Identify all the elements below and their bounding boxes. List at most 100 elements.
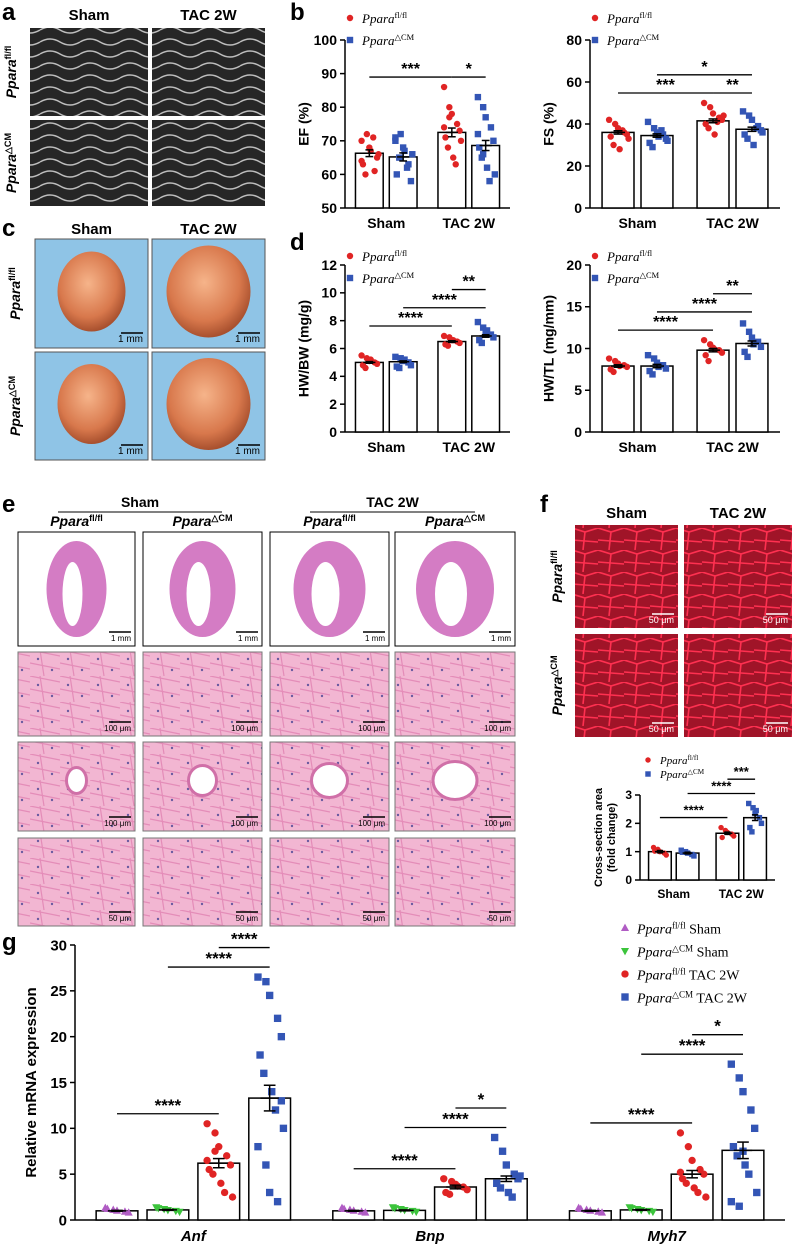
x-tick-label: Anf <box>180 1228 208 1245</box>
scale-label: 50 μm <box>236 914 259 923</box>
row-label: Ppara△CM <box>3 133 19 193</box>
data-point <box>591 14 599 22</box>
data-point <box>203 1156 211 1165</box>
text-part: Ppara <box>606 271 640 286</box>
scale-label: 1 mm <box>365 634 385 643</box>
heart <box>57 251 126 332</box>
x-tick-label: TAC 2W <box>442 215 495 231</box>
significance-label: * <box>478 1090 485 1109</box>
scale-label: 1 mm <box>118 446 143 457</box>
y-tick-label: 8 <box>329 313 337 329</box>
data-point <box>175 1208 184 1217</box>
text-part: Ppara <box>3 59 19 98</box>
data-point <box>753 1188 761 1197</box>
data-point <box>591 274 599 282</box>
data-point <box>752 810 758 817</box>
y-tick-label: 10 <box>321 285 337 301</box>
text-part: Ppara <box>636 945 672 960</box>
histology-image <box>17 837 136 927</box>
column-label: TAC 2W <box>710 505 767 522</box>
significance-label: **** <box>653 314 679 331</box>
data-point <box>510 1170 518 1178</box>
data-point <box>694 1188 702 1197</box>
scale-label: 50 μm <box>489 914 512 923</box>
scale-label: 50 μm <box>763 724 788 734</box>
y-tick-label: 20 <box>566 257 582 273</box>
text-part: △CM <box>640 270 660 280</box>
data-point <box>453 120 461 128</box>
text-part: Ppara <box>361 271 395 286</box>
text-part: Ppara <box>606 33 640 48</box>
text-part: fl/fl <box>3 46 13 60</box>
data-point <box>476 144 483 151</box>
histology-image <box>394 837 516 927</box>
data-point <box>750 1124 759 1133</box>
scale-label: 100 μm <box>484 724 511 733</box>
data-point <box>479 324 487 331</box>
significance-label: **** <box>398 310 424 327</box>
y-tick-label: 12 <box>321 257 337 273</box>
x-tick-label: TAC 2W <box>442 439 495 455</box>
significance-label: **** <box>231 930 258 949</box>
data-point <box>646 367 653 375</box>
bar <box>248 1097 292 1221</box>
row-label: Pparafl/fl <box>3 46 19 99</box>
data-point <box>223 1152 231 1160</box>
data-point <box>659 362 667 369</box>
significance-label: ** <box>726 278 739 295</box>
data-point <box>256 1051 264 1059</box>
x-tick-label: Myh7 <box>647 1228 686 1245</box>
text-part: Ppara <box>425 513 464 529</box>
text-part: Ppara <box>172 513 211 529</box>
data-point <box>653 359 661 366</box>
scale-label: 100 μm <box>358 819 385 828</box>
y-axis-label: (fold change) <box>606 803 618 872</box>
text-part: fl/fl <box>395 248 408 258</box>
data-point <box>750 341 757 348</box>
panel-label: d <box>290 229 305 256</box>
panel-label: b <box>290 0 305 26</box>
legend-label: Pparafl/fl Sham <box>636 920 721 937</box>
legend-label: Ppara△CM <box>606 270 660 286</box>
data-point <box>719 834 725 841</box>
data-point <box>744 353 751 361</box>
data-point <box>748 334 756 341</box>
row-label: Pparafl/fl <box>7 267 23 320</box>
data-point <box>735 1074 743 1082</box>
text-part: TAC 2W <box>686 968 741 983</box>
data-point <box>727 1060 735 1068</box>
data-point <box>392 353 399 361</box>
data-point <box>720 112 727 119</box>
bar <box>696 349 730 433</box>
significance-label: * <box>714 1017 721 1036</box>
data-point <box>729 1142 738 1151</box>
significance-label: **** <box>628 1105 655 1124</box>
data-point <box>265 1188 274 1197</box>
x-tick-label: Sham <box>618 215 656 231</box>
data-point <box>407 362 415 369</box>
data-point <box>474 318 482 326</box>
data-point <box>446 114 453 121</box>
data-point <box>490 137 497 144</box>
text-part: △CM <box>395 32 415 42</box>
data-point <box>645 771 651 777</box>
data-point <box>440 332 448 340</box>
data-point <box>399 144 407 151</box>
column-label: Pparafl/fl <box>50 513 103 529</box>
data-point <box>442 134 449 141</box>
text-part: fl/fl <box>395 10 408 20</box>
data-point <box>516 1172 524 1180</box>
text-part: △CM <box>672 989 693 999</box>
if-image <box>684 525 792 628</box>
scale-label: 100 μm <box>104 819 131 828</box>
data-point <box>646 139 653 147</box>
data-point <box>370 134 377 141</box>
vessel <box>65 766 88 795</box>
legend-label: Ppara△CM Sham <box>636 943 729 960</box>
y-tick-label: 30 <box>50 937 67 954</box>
data-point <box>623 363 631 371</box>
text-part: fl/fl <box>640 10 653 20</box>
text-part: Ppara <box>606 249 640 264</box>
vessel <box>431 760 479 801</box>
